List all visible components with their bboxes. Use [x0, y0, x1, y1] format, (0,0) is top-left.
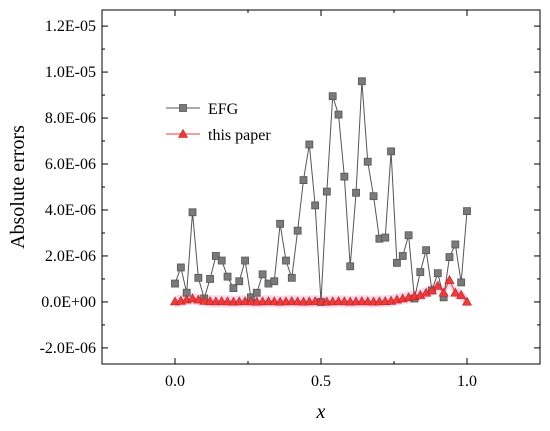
- y-tick-label: 4.0E-06: [45, 202, 96, 219]
- y-tick-label: 1.0E-05: [45, 64, 96, 81]
- efg-point: [293, 226, 302, 235]
- efg-point: [357, 77, 366, 86]
- legend-this-paper-label: this paper: [208, 127, 271, 144]
- efg-point: [171, 279, 179, 288]
- legend-efg-marker: [179, 104, 187, 112]
- this-paper-point: [205, 296, 216, 306]
- efg-point: [252, 288, 261, 297]
- x-tick-label: 1.0: [457, 373, 477, 390]
- efg-point: [287, 273, 296, 282]
- y-tick-label: 6.0E-06: [45, 156, 96, 173]
- ticks-layer: -2.0E-06 0.0E+00 2.0E-06 4.0E-06 6.0E-06 8.0E…: [40, 10, 541, 390]
- plot-layer: [169, 77, 473, 308]
- this-paper-point: [456, 289, 467, 299]
- efg-point: [340, 172, 349, 181]
- this-paper-point: [426, 285, 437, 295]
- efg-point: [270, 277, 279, 286]
- efg-point: [363, 157, 372, 166]
- plot-frame: [101, 9, 541, 365]
- efg-point: [416, 268, 425, 276]
- this-paper-point: [187, 293, 198, 303]
- efg-point: [322, 187, 331, 196]
- efg-point: [235, 277, 244, 286]
- efg-point: [223, 272, 232, 281]
- efg-point: [188, 208, 197, 217]
- y-tick-label: 1.2E-05: [45, 18, 96, 35]
- y-tick-label: 2.0E-06: [45, 248, 96, 265]
- efg-point: [457, 278, 466, 287]
- this-paper-point: [269, 296, 280, 306]
- this-paper-point: [245, 296, 256, 306]
- this-paper-point: [339, 296, 350, 306]
- y-tick-label: -2.0E-06: [40, 340, 96, 357]
- this-paper-point: [222, 296, 233, 306]
- y-tick-label: 0.0E+00: [41, 294, 96, 311]
- efg-point: [334, 110, 343, 119]
- this-paper-point: [240, 296, 251, 306]
- efg-point: [206, 275, 214, 283]
- efg-point: [211, 252, 220, 260]
- legend: EFG this paper: [166, 101, 271, 144]
- efg-point: [398, 252, 407, 260]
- efg-point: [241, 256, 249, 265]
- efg-point: [422, 246, 431, 255]
- efg-point: [381, 233, 390, 242]
- efg-point: [229, 284, 238, 293]
- this-paper-point: [432, 280, 443, 290]
- efg-point: [463, 207, 471, 216]
- this-paper-point: [292, 296, 303, 306]
- this-paper-point: [333, 296, 344, 306]
- efg-point: [445, 253, 454, 262]
- this-paper-point: [315, 296, 327, 306]
- this-paper-point: [356, 296, 367, 306]
- this-paper-point: [193, 294, 204, 304]
- this-paper-point: [461, 296, 473, 306]
- efg-point: [328, 92, 337, 101]
- efg-point: [393, 258, 401, 267]
- this-paper-point: [310, 296, 321, 306]
- x-axis-title: x: [316, 401, 326, 423]
- legend-this-paper-marker: [177, 128, 189, 138]
- efg-point: [258, 270, 267, 279]
- this-paper-point: [286, 296, 297, 306]
- efg-point: [299, 176, 308, 185]
- efg-point: [352, 188, 360, 197]
- efg-point: [346, 262, 355, 271]
- this-paper-point: [444, 274, 455, 284]
- legend-efg-label: EFG: [208, 101, 239, 118]
- efg-point: [387, 147, 395, 156]
- y-tick-label: 8.0E-06: [45, 110, 96, 127]
- this-paper-point: [450, 287, 461, 297]
- this-paper-point: [438, 287, 449, 297]
- efg-point: [311, 201, 320, 210]
- efg-point: [369, 192, 378, 201]
- this-paper-point: [199, 295, 210, 305]
- this-paper-point: [362, 296, 373, 306]
- this-paper-point: [216, 296, 227, 306]
- efg-point: [404, 231, 413, 240]
- efg-point: [282, 256, 290, 265]
- efg-point: [451, 240, 460, 249]
- efg-point: [276, 219, 285, 228]
- y-axis-title: Absolute errors: [7, 125, 29, 249]
- efg-point: [433, 269, 442, 278]
- efg-point: [176, 263, 185, 272]
- efg-point: [305, 140, 314, 149]
- x-tick-label: 0.5: [311, 373, 331, 390]
- x-tick-label: 0.0: [165, 373, 185, 390]
- efg-point: [217, 256, 226, 265]
- this-paper-point: [263, 296, 274, 306]
- efg-point: [194, 273, 203, 282]
